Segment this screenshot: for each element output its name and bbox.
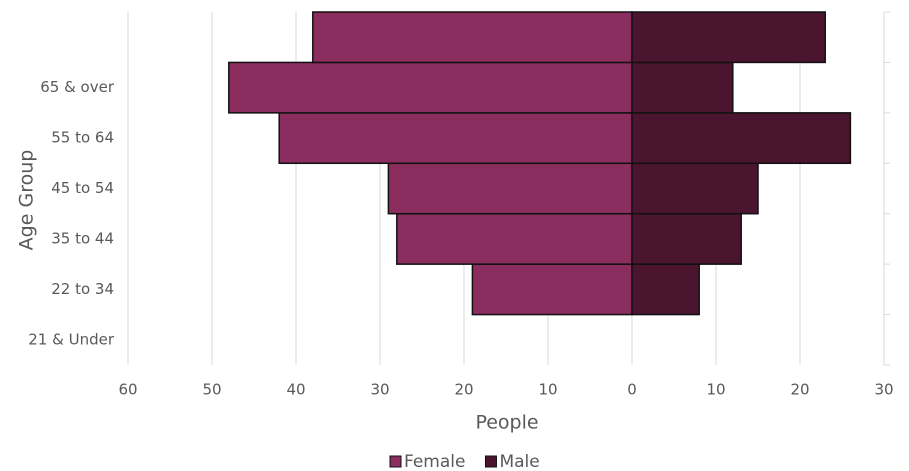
bar — [312, 11, 633, 64]
bar — [631, 212, 742, 265]
bar — [278, 112, 633, 165]
y-tick-label: 55 to 64 — [51, 129, 114, 147]
y-tick-label: 65 & over — [40, 78, 115, 96]
x-axis-title: People — [475, 412, 538, 434]
x-tick-label: 40 — [286, 381, 305, 399]
bar — [228, 61, 633, 114]
bar — [631, 11, 826, 64]
y-axis-title: Age Group — [16, 150, 38, 251]
x-tick-label: 10 — [538, 381, 557, 399]
x-tick-label: 50 — [202, 381, 221, 399]
bar — [631, 162, 759, 215]
legend-label: Female — [404, 452, 465, 471]
bar — [396, 212, 633, 265]
bar — [631, 61, 734, 114]
y-tick-label: 35 to 44 — [51, 229, 114, 247]
x-tick-label: 20 — [454, 381, 473, 399]
bar — [631, 112, 852, 165]
legend-swatch — [389, 455, 402, 468]
y-tick-label: 45 to 54 — [51, 179, 114, 197]
x-tick-label: 30 — [370, 381, 389, 399]
x-tick-label: 0 — [627, 381, 637, 399]
x-tick-label: 60 — [118, 381, 137, 399]
legend-label: Male — [499, 452, 539, 471]
bar — [387, 162, 633, 215]
bar — [471, 263, 633, 316]
x-tick-label: 10 — [706, 381, 725, 399]
y-tick-label: 22 to 34 — [51, 280, 114, 298]
bar — [631, 263, 700, 316]
y-tick-label: 21 & Under — [28, 330, 115, 348]
x-tick-label: 20 — [790, 381, 809, 399]
x-tick-label: 30 — [874, 381, 893, 399]
legend-swatch — [484, 455, 497, 468]
